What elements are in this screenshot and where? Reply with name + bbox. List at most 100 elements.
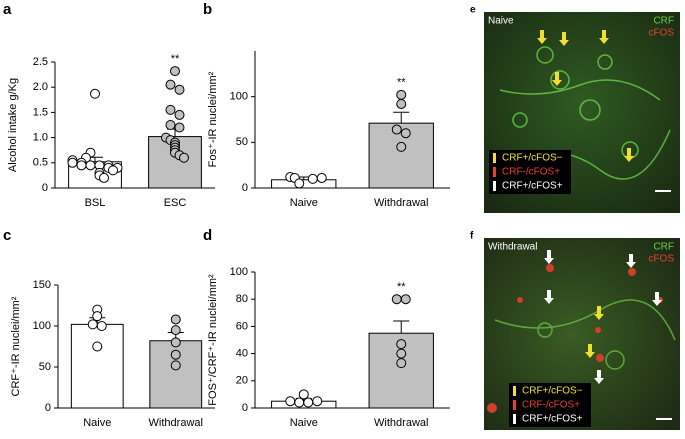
data-point	[170, 349, 181, 360]
y-axis-label: Fos⁺-IR nuclei/mm²	[207, 71, 219, 167]
legend-arrow	[493, 153, 496, 163]
y-tick-label: 2.0	[33, 81, 48, 93]
data-point	[170, 360, 181, 371]
legend-entry: CRF+/cFOS−	[502, 153, 563, 164]
data-point	[67, 157, 78, 168]
data-point	[179, 152, 189, 163]
y-tick-label: 60	[236, 320, 248, 332]
y-tick-label: 2.5	[33, 56, 48, 68]
y-axis-label: CRF⁺-IR nuclei/mm²	[10, 296, 22, 396]
x-tick-label: Withdrawal	[374, 197, 428, 209]
y-tick-label: 40	[236, 348, 248, 360]
data-point	[99, 172, 109, 183]
y-tick-label: 1.5	[33, 106, 48, 118]
data-point	[396, 348, 407, 359]
arrows	[544, 250, 662, 384]
data-point	[96, 321, 107, 331]
data-point	[170, 314, 181, 325]
data-point	[92, 341, 103, 352]
legend-box	[489, 150, 571, 194]
data-point	[108, 165, 118, 176]
data-point	[170, 66, 180, 77]
data-point	[170, 337, 181, 348]
legend-arrow	[513, 386, 516, 396]
data-point	[400, 128, 411, 139]
data-point	[396, 89, 407, 100]
image-panel-e: e Naive CRF cFOS CRF+/cFOS− CRF-/cFOS+ C…	[470, 5, 680, 213]
panel-label: a	[3, 1, 12, 18]
data-point	[92, 311, 103, 322]
data-point	[312, 396, 323, 407]
y-tick-label: 1.0	[33, 132, 48, 144]
data-point	[391, 294, 402, 305]
data-point	[165, 120, 176, 130]
bar	[70, 323, 124, 409]
image-panel-f: f Withdrawal CRF cFOS CRF+/cFOS− CRF-/cF…	[470, 231, 680, 430]
legend-entry: CRF+/cFOS+	[522, 414, 583, 425]
y-tick-label: 50	[39, 361, 51, 373]
data-point	[316, 172, 327, 183]
data-point	[165, 79, 176, 90]
data-point	[400, 294, 411, 305]
significance: **	[171, 53, 180, 65]
x-tick-label: Naive	[290, 417, 318, 429]
y-tick-label: 150	[33, 279, 51, 291]
channel-label: CRF	[653, 242, 674, 253]
x-tick-label: Naive	[290, 197, 318, 209]
legend-entry: CRF-/cFOS+	[522, 400, 580, 411]
panel-label: c	[3, 227, 11, 244]
data-point	[396, 358, 407, 369]
significance: **	[397, 77, 406, 89]
x-tick-label: Withdrawal	[374, 417, 428, 429]
data-point	[396, 339, 407, 350]
y-tick-label: 20	[236, 375, 248, 387]
legend-box	[509, 383, 591, 427]
channel-label: CRF	[653, 16, 674, 27]
legend-arrow	[493, 181, 496, 191]
legend-entry: CRF-/cFOS+	[502, 167, 560, 178]
y-tick-label: 0	[242, 402, 248, 414]
legend-entry: CRF+/cFOS+	[502, 181, 563, 192]
error-bar	[393, 111, 410, 124]
y-tick-label: 80	[236, 293, 248, 305]
data-point	[285, 396, 296, 407]
panel-label: e	[470, 5, 476, 16]
significance: **	[397, 281, 406, 293]
data-point	[396, 98, 407, 109]
data-point	[396, 141, 407, 152]
data-point	[90, 88, 100, 99]
y-tick-label: 100	[230, 266, 248, 278]
data-point	[303, 397, 314, 408]
y-tick-label: 50	[236, 136, 248, 148]
channel-label: cFOS	[648, 28, 674, 39]
data-point	[85, 160, 96, 171]
panel-label: d	[203, 227, 212, 244]
data-point	[174, 84, 185, 95]
data-point	[174, 109, 185, 120]
y-axis-label: FOS⁺/CRF⁺-IR nuclei/mm²	[207, 274, 219, 406]
x-tick-label: Naive	[83, 417, 111, 429]
data-point	[170, 325, 181, 336]
channel-label: cFOS	[648, 254, 674, 265]
data-point	[298, 389, 309, 400]
data-point	[294, 178, 305, 189]
data-point	[87, 319, 98, 330]
example-nucleus	[487, 403, 497, 413]
legend-arrow	[513, 414, 516, 424]
legend-arrow	[513, 400, 516, 410]
y-tick-label: 0.5	[33, 157, 48, 169]
panel-label: b	[203, 1, 212, 18]
nuclei	[517, 264, 663, 362]
scale-bar	[656, 418, 672, 420]
arrows	[537, 30, 634, 162]
y-tick-label: 0	[45, 402, 51, 414]
data-point	[307, 173, 318, 184]
data-point	[76, 160, 87, 171]
x-tick-label: ESC	[164, 197, 187, 209]
data-point	[165, 104, 176, 115]
y-tick-label: 0	[242, 182, 248, 194]
arrows	[585, 306, 604, 358]
y-tick-label: 100	[33, 320, 51, 332]
scale-bar	[655, 190, 671, 192]
